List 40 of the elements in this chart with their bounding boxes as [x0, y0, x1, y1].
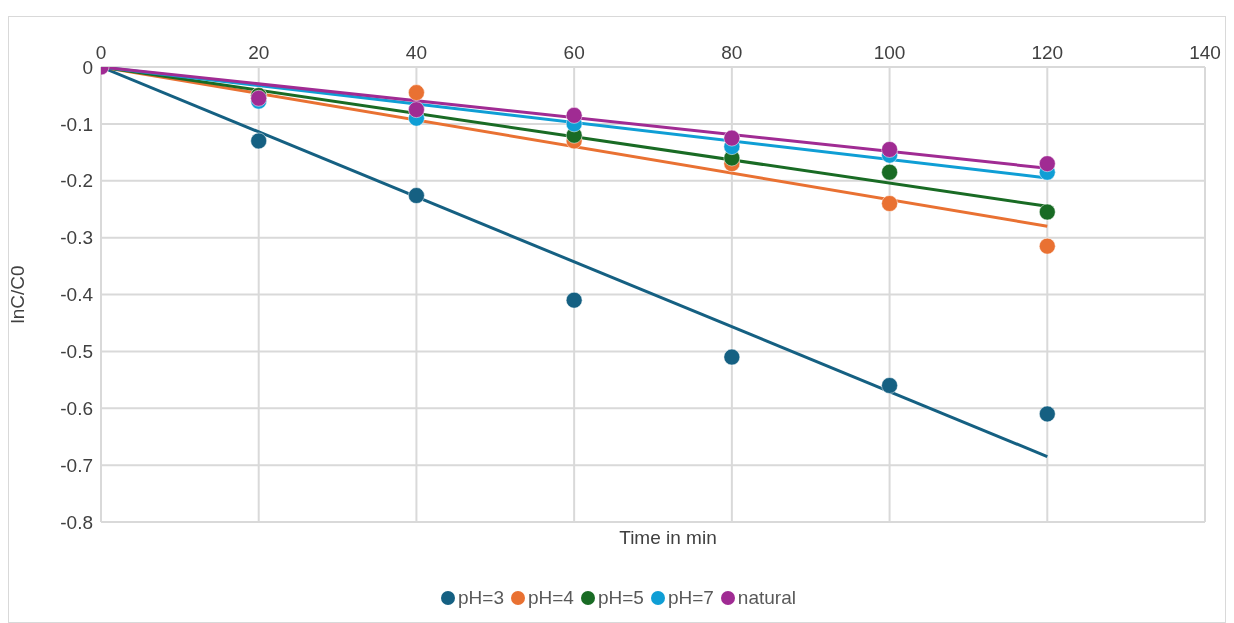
- legend-label: natural: [737, 587, 796, 609]
- y-tick-label: -0.8: [60, 511, 93, 533]
- y-tick-label: -0.6: [60, 397, 93, 419]
- legend-label: pH=4: [527, 587, 574, 609]
- point: [565, 291, 583, 309]
- x-tick-label: 60: [563, 42, 585, 63]
- y-tick-label: -0.2: [60, 170, 93, 192]
- point: [1039, 203, 1056, 221]
- point: [408, 101, 425, 118]
- y-tick-label: -0.4: [60, 284, 94, 306]
- x-tick-label: 140: [1189, 42, 1221, 63]
- x-tick-label: 0: [95, 42, 107, 63]
- point: [250, 132, 267, 150]
- y-tick-label: -0.7: [60, 454, 93, 476]
- point: [1039, 237, 1056, 255]
- x-tick-label: 120: [1031, 42, 1064, 63]
- y-axis-title: lnC/C0: [6, 265, 28, 324]
- point: [408, 187, 425, 204]
- point: [565, 107, 583, 124]
- point: [881, 195, 898, 212]
- point: [1039, 405, 1056, 423]
- point: [723, 129, 741, 147]
- x-axis-title: Time in min: [618, 527, 718, 549]
- point: [723, 348, 741, 366]
- legend-label: pH=7: [667, 587, 714, 609]
- x-tick-label: 20: [248, 42, 270, 63]
- y-tick-label: 0: [82, 56, 93, 78]
- point: [881, 377, 898, 394]
- y-tick-label: -0.1: [60, 113, 93, 135]
- x-tick-label: 40: [405, 42, 427, 63]
- x-tick-label: 80: [721, 42, 743, 63]
- legend-label: pH=5: [597, 587, 644, 609]
- legend-label: pH=3: [458, 587, 504, 609]
- point: [881, 163, 898, 181]
- point: [881, 141, 898, 158]
- x-tick-label: 100: [873, 42, 906, 63]
- y-tick-label: -0.3: [60, 227, 93, 249]
- y-tick-label: -0.5: [60, 341, 93, 363]
- point: [1039, 155, 1056, 172]
- point: [408, 84, 425, 101]
